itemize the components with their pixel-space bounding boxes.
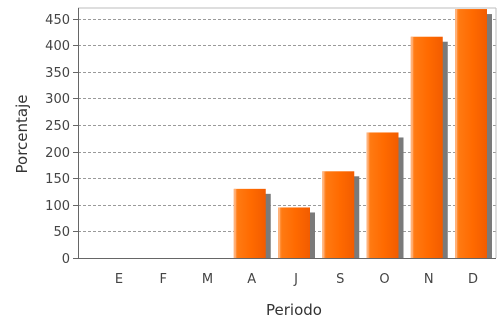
bar-S (322, 171, 355, 258)
x-tick-label: N (424, 272, 434, 287)
x-tick-label: D (468, 272, 478, 287)
x-tick-label: S (336, 272, 344, 287)
bar-shadows (238, 14, 492, 259)
y-tick-label: 250 (45, 119, 70, 134)
x-tick-label: A (247, 272, 256, 287)
bar-J (278, 207, 310, 258)
y-tick-label: 200 (45, 146, 70, 161)
y-tick-label: 50 (53, 225, 70, 240)
x-tick-label: O (379, 272, 389, 287)
bar-O (366, 132, 399, 258)
tick-labels: 0 50 100 150 200 250 300 350 400 450 E F M A J S O N D (45, 13, 478, 287)
bar-highlight (278, 207, 280, 258)
y-tick-label: 100 (45, 199, 70, 214)
x-tick-label: J (293, 272, 298, 287)
y-axis-title: Porcentaje (13, 95, 31, 174)
bar-A (233, 188, 266, 258)
bars (233, 9, 487, 259)
y-tick-label: 350 (45, 66, 70, 81)
y-tick-label: 400 (45, 39, 70, 54)
bar-highlight (233, 188, 236, 258)
x-tick-label: M (202, 272, 213, 287)
x-axis-title: Periodo (266, 301, 322, 319)
x-tick-label: F (160, 272, 167, 287)
bar-highlight (410, 36, 413, 258)
bar-highlight (322, 171, 325, 258)
y-tick-label: 0 (62, 252, 70, 267)
axes (73, 7, 497, 259)
bar-D (455, 9, 487, 259)
bar-highlight (366, 132, 369, 258)
bar-N (410, 36, 443, 258)
y-tick-label: 450 (45, 13, 70, 28)
y-tick-label: 300 (45, 92, 70, 107)
bar-highlight (455, 9, 457, 259)
y-tick-label: 150 (45, 172, 70, 187)
x-tick-label: E (115, 272, 123, 287)
